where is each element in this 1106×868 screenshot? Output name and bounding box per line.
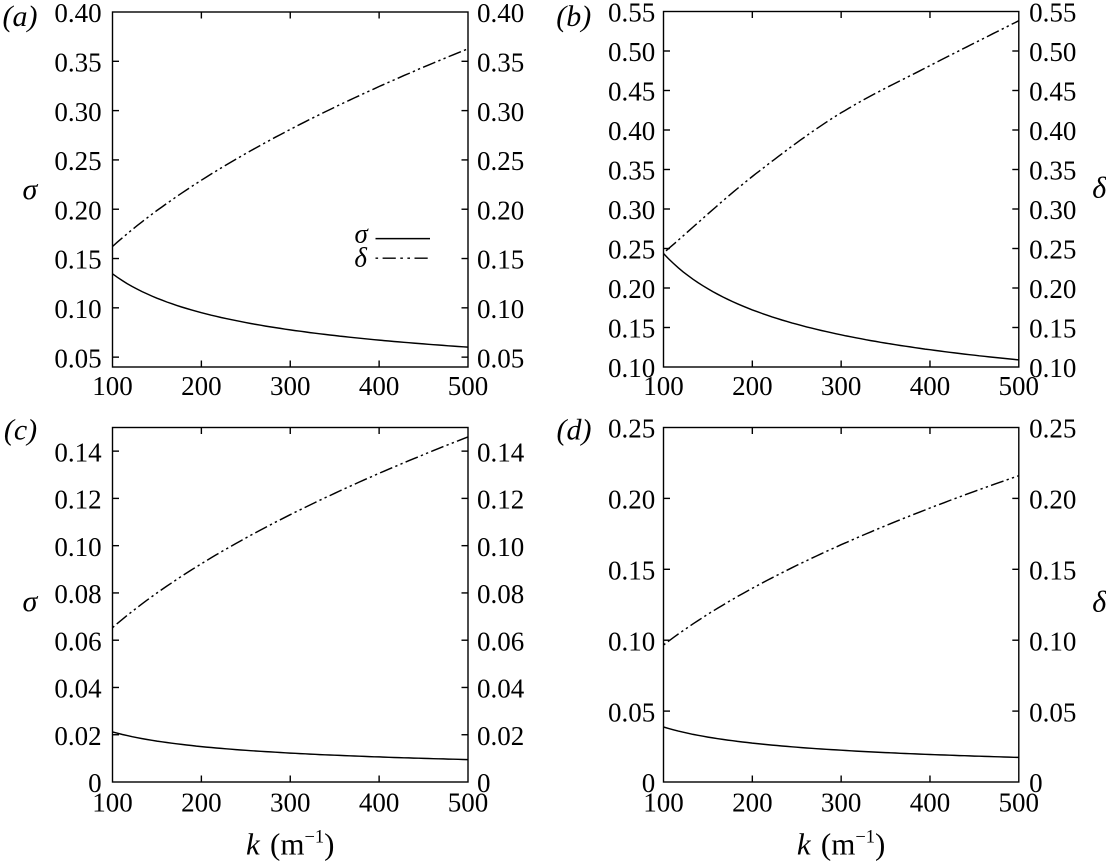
svg-text:0.25: 0.25 — [1029, 235, 1076, 265]
svg-text:500: 500 — [448, 788, 489, 818]
svg-text:σ: σ — [23, 585, 39, 618]
svg-text:0.12: 0.12 — [54, 485, 101, 515]
svg-text:0.10: 0.10 — [54, 294, 101, 324]
svg-text:0.20: 0.20 — [477, 195, 524, 225]
svg-text:0.40: 0.40 — [54, 0, 101, 28]
svg-text:0.12: 0.12 — [477, 485, 524, 515]
svg-text:0: 0 — [477, 768, 491, 798]
svg-text:200: 200 — [732, 788, 773, 818]
svg-text:0.45: 0.45 — [608, 77, 655, 107]
svg-text:0.25: 0.25 — [54, 146, 101, 176]
svg-text:0.20: 0.20 — [54, 195, 101, 225]
svg-text:σ: σ — [23, 173, 39, 206]
svg-text:500: 500 — [999, 371, 1040, 401]
svg-text:0.20: 0.20 — [1029, 485, 1076, 515]
svg-text:0.15: 0.15 — [1029, 314, 1076, 344]
svg-text:0.20: 0.20 — [608, 274, 655, 304]
svg-text:0.40: 0.40 — [1029, 116, 1076, 146]
svg-text:0.30: 0.30 — [54, 97, 101, 127]
svg-text:500: 500 — [448, 371, 489, 401]
svg-text:0.35: 0.35 — [608, 156, 655, 186]
svg-text:0.50: 0.50 — [608, 37, 655, 67]
svg-text:(a): (a) — [3, 0, 38, 33]
svg-text:0: 0 — [88, 768, 102, 798]
svg-text:0.05: 0.05 — [608, 697, 655, 727]
svg-text:k (m−1): k (m−1) — [797, 827, 885, 862]
svg-text:300: 300 — [821, 371, 862, 401]
svg-text:0.10: 0.10 — [1029, 626, 1076, 656]
svg-text:400: 400 — [910, 788, 951, 818]
svg-text:0.10: 0.10 — [54, 532, 101, 562]
svg-text:0.15: 0.15 — [54, 245, 101, 275]
svg-text:500: 500 — [999, 788, 1040, 818]
svg-text:0.30: 0.30 — [477, 97, 524, 127]
svg-text:0.14: 0.14 — [54, 437, 102, 467]
svg-text:300: 300 — [270, 371, 311, 401]
svg-text:δ: δ — [354, 242, 367, 272]
svg-text:0.20: 0.20 — [608, 485, 655, 515]
svg-text:0.25: 0.25 — [608, 414, 655, 444]
svg-text:0.04: 0.04 — [477, 674, 525, 704]
svg-text:0.08: 0.08 — [477, 579, 524, 609]
svg-text:0.10: 0.10 — [608, 626, 655, 656]
svg-text:400: 400 — [359, 788, 400, 818]
svg-text:0.02: 0.02 — [54, 721, 101, 751]
svg-text:0.15: 0.15 — [608, 314, 655, 344]
svg-text:100: 100 — [643, 371, 684, 401]
svg-text:0.30: 0.30 — [608, 195, 655, 225]
svg-text:0.35: 0.35 — [54, 48, 101, 78]
svg-text:300: 300 — [821, 788, 862, 818]
svg-text:400: 400 — [910, 371, 951, 401]
svg-text:0.10: 0.10 — [1029, 353, 1076, 383]
svg-text:(d): (d) — [557, 413, 592, 446]
svg-text:0.05: 0.05 — [54, 343, 101, 373]
svg-text:400: 400 — [359, 371, 400, 401]
svg-text:δ: δ — [1092, 585, 1106, 618]
svg-text:(b): (b) — [556, 0, 591, 33]
svg-text:0.25: 0.25 — [477, 146, 524, 176]
svg-text:0.05: 0.05 — [1029, 697, 1076, 727]
svg-text:200: 200 — [732, 371, 773, 401]
svg-text:0.04: 0.04 — [54, 674, 102, 704]
svg-text:100: 100 — [92, 371, 133, 401]
svg-text:σ: σ — [355, 219, 370, 249]
svg-text:0.08: 0.08 — [54, 579, 101, 609]
svg-text:0.14: 0.14 — [477, 437, 525, 467]
svg-text:0.15: 0.15 — [1029, 556, 1076, 586]
svg-text:0.10: 0.10 — [477, 294, 524, 324]
svg-text:0.25: 0.25 — [608, 235, 655, 265]
svg-text:0.55: 0.55 — [608, 0, 655, 28]
svg-text:0.40: 0.40 — [477, 0, 524, 28]
svg-text:100: 100 — [643, 788, 684, 818]
svg-text:0.10: 0.10 — [608, 353, 655, 383]
svg-text:0.06: 0.06 — [54, 626, 101, 656]
svg-text:0: 0 — [1029, 768, 1043, 798]
svg-text:δ: δ — [1092, 172, 1106, 205]
svg-text:0.40: 0.40 — [608, 116, 655, 146]
svg-text:0.06: 0.06 — [477, 626, 524, 656]
svg-text:0.02: 0.02 — [477, 721, 524, 751]
svg-text:(c): (c) — [4, 413, 37, 446]
svg-text:0.15: 0.15 — [608, 556, 655, 586]
svg-text:0.35: 0.35 — [1029, 156, 1076, 186]
svg-text:0.25: 0.25 — [1029, 414, 1076, 444]
svg-text:200: 200 — [181, 788, 222, 818]
svg-text:0.05: 0.05 — [477, 343, 524, 373]
svg-text:0.50: 0.50 — [1029, 37, 1076, 67]
svg-text:0.10: 0.10 — [477, 532, 524, 562]
svg-text:0.55: 0.55 — [1029, 0, 1076, 28]
svg-text:0.30: 0.30 — [1029, 195, 1076, 225]
svg-text:0.45: 0.45 — [1029, 77, 1076, 107]
svg-text:0.35: 0.35 — [477, 48, 524, 78]
svg-text:100: 100 — [92, 788, 133, 818]
svg-text:0.20: 0.20 — [1029, 274, 1076, 304]
svg-text:0: 0 — [642, 768, 656, 798]
svg-text:0.15: 0.15 — [477, 245, 524, 275]
svg-text:k (m−1): k (m−1) — [246, 827, 334, 862]
svg-text:300: 300 — [270, 788, 311, 818]
svg-text:200: 200 — [181, 371, 222, 401]
